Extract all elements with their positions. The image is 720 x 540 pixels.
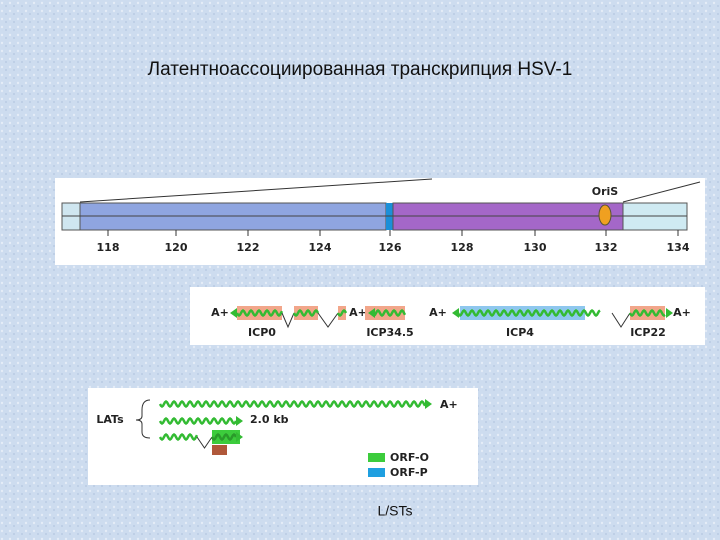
- gene-box: [212, 430, 240, 444]
- origin-label: OriS: [592, 185, 619, 198]
- gene-label: ICP22: [630, 326, 666, 339]
- gene-label: ICP0: [248, 326, 276, 339]
- size-label: 2.0 kb: [250, 413, 289, 426]
- transcript: [210, 432, 238, 442]
- arrowhead: [230, 308, 237, 318]
- gene-label: ICP4: [506, 326, 534, 339]
- tick-label: 122: [237, 241, 260, 254]
- intron: [281, 312, 295, 329]
- legend-swatch: [368, 468, 385, 477]
- tick-label: 126: [379, 241, 402, 254]
- gene-label: ICP34.5: [366, 326, 413, 339]
- tick-label: 124: [309, 241, 332, 254]
- orf-box: [212, 445, 227, 455]
- arrowhead: [452, 308, 459, 318]
- transcript: [292, 308, 320, 318]
- transcript: [158, 432, 199, 442]
- tick-label: 128: [451, 241, 474, 254]
- lats-label: LATs: [96, 413, 124, 426]
- lat-panel: LATs A+ 2.0 kb ORF-O ORF-P: [88, 388, 478, 485]
- intron: [611, 312, 631, 328]
- poly-a: A+: [349, 306, 367, 319]
- transcript: [370, 308, 407, 318]
- tick-label: 118: [97, 241, 120, 254]
- poly-a: A+: [429, 306, 447, 319]
- arrowhead: [666, 308, 673, 318]
- transcript: [158, 416, 238, 426]
- legend-label: ORF-O: [390, 451, 429, 464]
- lytic-genes-panel: A+ A+ A+ A+ ICP0 ICP34.5 ICP4 ICP22: [190, 287, 705, 345]
- tick-label: 120: [165, 241, 188, 254]
- transcript: [456, 308, 601, 318]
- tick-label: 134: [667, 241, 690, 254]
- caption: L/STs: [377, 503, 412, 519]
- poly-a: A+: [440, 398, 458, 411]
- poly-a: A+: [211, 306, 229, 319]
- arrowhead: [236, 416, 243, 426]
- arrowhead: [236, 432, 243, 442]
- genome-map: OriS 118 120 122 124 126 128 130 132 134: [55, 178, 705, 265]
- transcript: [628, 308, 666, 318]
- tick-label: 132: [595, 241, 618, 254]
- transcript: [235, 308, 284, 318]
- legend-swatch: [368, 453, 385, 462]
- intron: [196, 436, 213, 449]
- transcript: [158, 399, 427, 409]
- intron: [317, 312, 339, 328]
- slide-title: Латентноассоциированная транскрипция HSV…: [148, 59, 573, 80]
- legend-label: ORF-P: [390, 466, 428, 479]
- tick-label: 130: [524, 241, 547, 254]
- transcript: [336, 308, 348, 318]
- poly-a: A+: [673, 306, 691, 319]
- arrowhead: [425, 399, 432, 409]
